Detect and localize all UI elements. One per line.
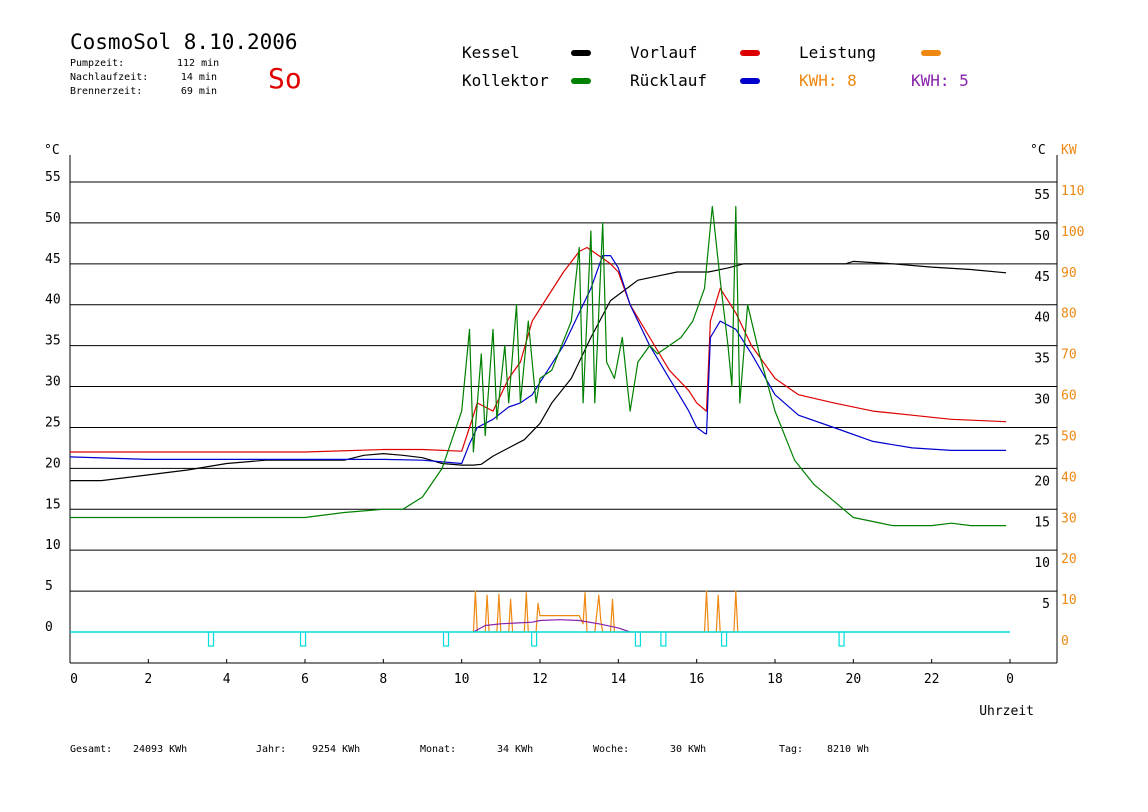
y-tick-right-kw-50: 50 bbox=[1061, 429, 1077, 444]
x-tick-5: 10 bbox=[454, 672, 470, 687]
series-kwh5 bbox=[473, 619, 631, 633]
y-tick-left-55: 55 bbox=[45, 170, 61, 185]
y-axis-unit-left: °C bbox=[44, 143, 60, 158]
y-tick-right-kw-100: 100 bbox=[1061, 225, 1084, 240]
legend-swatch-ruecklauf bbox=[740, 78, 760, 84]
afterrun-time-value: 14 min bbox=[180, 72, 217, 83]
y-tick-right-c-40: 40 bbox=[1034, 311, 1050, 326]
x-tick-3: 6 bbox=[301, 672, 309, 687]
legend-label-vorlauf: Vorlauf bbox=[630, 43, 698, 62]
legend-swatch-kollektor bbox=[571, 78, 591, 84]
y-tick-right-c-20: 20 bbox=[1034, 474, 1050, 489]
y-tick-left-0: 0 bbox=[45, 620, 53, 635]
x-tick-10: 20 bbox=[846, 672, 862, 687]
series-kollektor bbox=[70, 205, 1007, 527]
x-tick-0: 0 bbox=[70, 672, 78, 687]
series-kessel bbox=[70, 260, 1007, 482]
footer-week-value: 30 KWh bbox=[670, 744, 707, 755]
series-ruecklauf bbox=[69, 255, 1007, 465]
y-tick-left-35: 35 bbox=[45, 334, 61, 349]
y-tick-right-c-30: 30 bbox=[1034, 393, 1050, 408]
y-tick-right-kw-90: 90 bbox=[1061, 266, 1077, 281]
x-tick-11: 22 bbox=[924, 672, 940, 687]
y-tick-left-50: 50 bbox=[45, 211, 61, 226]
footer-day-value: 8210 Wh bbox=[827, 744, 870, 755]
x-tick-12: 0 bbox=[1006, 672, 1014, 687]
y-tick-left-20: 20 bbox=[45, 456, 61, 471]
series-leistung bbox=[472, 590, 739, 633]
y-tick-left-5: 5 bbox=[45, 579, 53, 594]
legend-label-leistung: Leistung bbox=[799, 43, 877, 62]
afterrun-time-label: Nachlaufzeit: bbox=[70, 72, 149, 83]
y-tick-right-c-45: 45 bbox=[1034, 270, 1050, 285]
y-tick-right-kw-70: 70 bbox=[1061, 348, 1077, 363]
y-tick-right-kw-80: 80 bbox=[1061, 307, 1077, 322]
burner-time-value: 69 min bbox=[180, 86, 217, 97]
weekday-label: So bbox=[268, 62, 302, 95]
legend-swatch-vorlauf bbox=[740, 50, 760, 56]
pump-pulse-4 bbox=[634, 631, 642, 647]
x-axis-label: Uhrzeit bbox=[979, 704, 1034, 719]
pump-time-value: 112 min bbox=[177, 58, 220, 69]
y-tick-right-c-55: 55 bbox=[1034, 188, 1050, 203]
pump-pulse-5 bbox=[660, 631, 667, 647]
legend-kwh-second: KWH: 5 bbox=[911, 71, 969, 90]
x-tick-6: 12 bbox=[532, 672, 548, 687]
footer-total-label: Gesamt: bbox=[70, 744, 113, 755]
y-tick-right-kw-20: 20 bbox=[1061, 552, 1077, 567]
pump-time-label: Pumpzeit: bbox=[70, 58, 125, 69]
y-tick-left-25: 25 bbox=[45, 415, 61, 430]
legend-label-kessel: Kessel bbox=[462, 43, 520, 62]
legend-kwh-leistung: KWH: 8 bbox=[799, 71, 857, 90]
pump-pulse-6 bbox=[720, 631, 728, 647]
y-axis-unit-right: °C bbox=[1030, 143, 1046, 158]
pump-pulse-0 bbox=[207, 631, 215, 647]
y-tick-left-30: 30 bbox=[45, 375, 61, 390]
series-vorlauf bbox=[70, 246, 1007, 453]
y-tick-left-45: 45 bbox=[45, 252, 61, 267]
y-tick-right-c-10: 10 bbox=[1034, 556, 1050, 571]
y-tick-right-c-25: 25 bbox=[1034, 433, 1050, 448]
chart-title: CosmoSol 8.10.2006 bbox=[70, 30, 298, 54]
y-tick-right-kw-30: 30 bbox=[1061, 511, 1077, 526]
footer-year-value: 9254 KWh bbox=[312, 744, 361, 755]
pump-pulse-1 bbox=[299, 631, 307, 647]
legend-swatch-leistung bbox=[921, 50, 941, 56]
y-axis-unit-kw: KW bbox=[1061, 143, 1077, 158]
x-tick-2: 4 bbox=[223, 672, 231, 687]
footer-total-value: 24093 KWh bbox=[133, 744, 188, 755]
x-tick-9: 18 bbox=[767, 672, 783, 687]
y-tick-left-15: 15 bbox=[45, 497, 61, 512]
y-tick-right-c-50: 50 bbox=[1034, 229, 1050, 244]
y-tick-right-kw-60: 60 bbox=[1061, 389, 1077, 404]
footer-day-label: Tag: bbox=[779, 744, 804, 755]
x-tick-1: 2 bbox=[144, 672, 152, 687]
y-tick-right-kw-10: 10 bbox=[1061, 593, 1077, 608]
x-tick-8: 16 bbox=[689, 672, 705, 687]
y-tick-right-kw-0: 0 bbox=[1061, 634, 1069, 649]
y-tick-right-kw-40: 40 bbox=[1061, 470, 1077, 485]
y-tick-left-40: 40 bbox=[45, 293, 61, 308]
pump-pulse-2 bbox=[442, 631, 450, 647]
y-tick-right-c-5: 5 bbox=[1042, 597, 1050, 612]
y-tick-right-kw-110: 110 bbox=[1061, 184, 1084, 199]
footer-month-label: Monat: bbox=[420, 744, 457, 755]
burner-time-label: Brennerzeit: bbox=[70, 86, 143, 97]
x-tick-7: 14 bbox=[611, 672, 627, 687]
footer-week-label: Woche: bbox=[593, 744, 630, 755]
legend-label-kollektor: Kollektor bbox=[462, 71, 549, 90]
legend-swatch-kessel bbox=[571, 50, 591, 56]
legend-label-ruecklauf: Rücklauf bbox=[630, 71, 708, 90]
pump-pulse-7 bbox=[838, 631, 845, 647]
x-tick-4: 8 bbox=[379, 672, 387, 687]
pump-pulse-3 bbox=[531, 631, 538, 647]
footer-month-value: 34 KWh bbox=[497, 744, 534, 755]
footer-year-label: Jahr: bbox=[256, 744, 287, 755]
y-tick-right-c-35: 35 bbox=[1034, 352, 1050, 367]
y-tick-right-c-15: 15 bbox=[1034, 515, 1050, 530]
y-tick-left-10: 10 bbox=[45, 538, 61, 553]
